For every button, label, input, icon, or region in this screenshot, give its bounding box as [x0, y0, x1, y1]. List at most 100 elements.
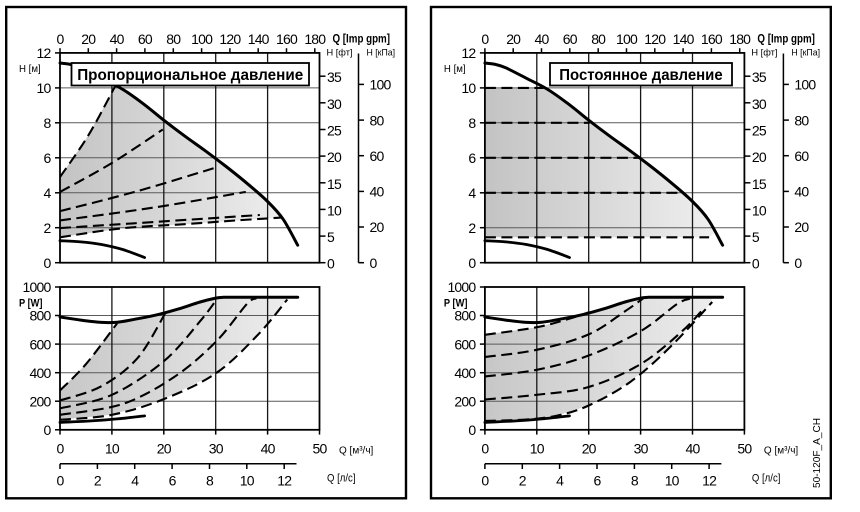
svg-text:20: 20	[752, 149, 767, 165]
svg-text:0: 0	[57, 31, 65, 47]
svg-text:0: 0	[468, 422, 476, 438]
svg-text:6: 6	[594, 473, 602, 489]
svg-text:25: 25	[752, 123, 767, 139]
svg-text:2: 2	[468, 220, 476, 236]
svg-text:160: 160	[276, 31, 298, 47]
svg-text:30: 30	[634, 441, 649, 457]
svg-text:40: 40	[535, 31, 550, 47]
svg-text:800: 800	[454, 308, 476, 324]
svg-text:60: 60	[370, 148, 385, 164]
svg-text:120: 120	[219, 31, 241, 47]
svg-text:12: 12	[702, 473, 717, 489]
svg-text:20: 20	[157, 441, 172, 457]
svg-text:2: 2	[519, 473, 527, 489]
svg-text:80: 80	[794, 112, 809, 128]
svg-text:10: 10	[752, 202, 767, 218]
svg-text:0: 0	[370, 255, 378, 271]
svg-text:10: 10	[37, 80, 52, 96]
svg-text:60: 60	[138, 31, 153, 47]
svg-text:140: 140	[248, 31, 270, 47]
svg-text:140: 140	[673, 31, 695, 47]
svg-text:80: 80	[591, 31, 606, 47]
svg-text:Q [л/с]: Q [л/с]	[752, 473, 781, 485]
svg-text:H [фт]: H [фт]	[751, 47, 777, 58]
svg-text:30: 30	[209, 441, 224, 457]
svg-text:6: 6	[44, 150, 52, 166]
svg-text:160: 160	[701, 31, 723, 47]
svg-text:10: 10	[105, 441, 120, 457]
svg-text:400: 400	[454, 365, 476, 381]
svg-text:20: 20	[506, 31, 521, 47]
svg-text:30: 30	[327, 96, 342, 112]
svg-text:80: 80	[370, 112, 385, 128]
svg-text:0: 0	[468, 255, 476, 271]
svg-text:Постоянное давление: Постоянное давление	[559, 67, 722, 84]
svg-text:180: 180	[729, 31, 751, 47]
svg-text:P [W]: P [W]	[444, 297, 468, 309]
svg-text:20: 20	[81, 31, 96, 47]
svg-text:10: 10	[665, 473, 680, 489]
svg-text:15: 15	[752, 176, 767, 192]
svg-text:H [фт]: H [фт]	[327, 47, 353, 58]
svg-text:200: 200	[30, 393, 52, 409]
svg-text:60: 60	[563, 31, 578, 47]
svg-text:2: 2	[44, 220, 52, 236]
svg-text:0: 0	[57, 441, 65, 457]
svg-text:4: 4	[556, 473, 564, 489]
svg-text:120: 120	[644, 31, 666, 47]
svg-text:0: 0	[481, 473, 489, 489]
svg-text:5: 5	[327, 229, 335, 245]
svg-text:H [м]: H [м]	[444, 63, 466, 75]
svg-text:200: 200	[454, 393, 476, 409]
svg-text:4: 4	[44, 185, 52, 201]
svg-text:400: 400	[30, 365, 52, 381]
svg-text:600: 600	[30, 336, 52, 352]
svg-text:0: 0	[327, 256, 335, 272]
svg-text:10: 10	[327, 202, 342, 218]
svg-text:30: 30	[752, 96, 767, 112]
svg-text:0: 0	[752, 256, 760, 272]
svg-text:80: 80	[166, 31, 181, 47]
svg-text:8: 8	[206, 473, 214, 489]
svg-text:35: 35	[752, 69, 767, 85]
svg-text:Q [Imp gpm]: Q [Imp gpm]	[757, 32, 815, 45]
svg-text:8: 8	[44, 115, 52, 131]
svg-text:0: 0	[481, 441, 489, 457]
svg-text:20: 20	[370, 219, 385, 235]
svg-text:10: 10	[240, 473, 255, 489]
svg-text:12: 12	[37, 45, 52, 61]
svg-text:Q [л/с]: Q [л/с]	[327, 473, 356, 485]
svg-text:100: 100	[616, 31, 638, 47]
svg-text:0: 0	[44, 422, 52, 438]
svg-text:20: 20	[794, 219, 809, 235]
svg-text:50-120F_A_CH: 50-120F_A_CH	[811, 418, 823, 488]
svg-text:600: 600	[454, 336, 476, 352]
svg-text:40: 40	[686, 441, 701, 457]
svg-text:40: 40	[370, 184, 385, 200]
svg-text:180: 180	[304, 31, 326, 47]
svg-text:Q [Imp gpm]: Q [Imp gpm]	[333, 32, 391, 45]
svg-text:4: 4	[468, 185, 476, 201]
svg-text:P [W]: P [W]	[19, 297, 43, 309]
svg-text:40: 40	[261, 441, 276, 457]
svg-text:1000: 1000	[447, 279, 476, 295]
svg-text:20: 20	[327, 149, 342, 165]
svg-text:H [кПа]: H [кПа]	[791, 47, 820, 58]
svg-text:40: 40	[794, 184, 809, 200]
svg-text:1000: 1000	[23, 279, 52, 295]
svg-text:0: 0	[57, 473, 65, 489]
svg-text:100: 100	[191, 31, 213, 47]
svg-text:12: 12	[461, 45, 476, 61]
svg-text:25: 25	[327, 123, 342, 139]
svg-text:800: 800	[30, 308, 52, 324]
svg-text:Q [м³/ч]: Q [м³/ч]	[339, 445, 374, 456]
svg-text:6: 6	[169, 473, 177, 489]
svg-text:100: 100	[370, 77, 392, 93]
svg-text:H [кПа]: H [кПа]	[367, 47, 396, 58]
svg-text:12: 12	[277, 473, 292, 489]
svg-text:15: 15	[327, 176, 342, 192]
svg-text:50: 50	[313, 441, 328, 457]
svg-text:35: 35	[327, 69, 342, 85]
svg-text:2: 2	[94, 473, 102, 489]
svg-text:10: 10	[530, 441, 545, 457]
